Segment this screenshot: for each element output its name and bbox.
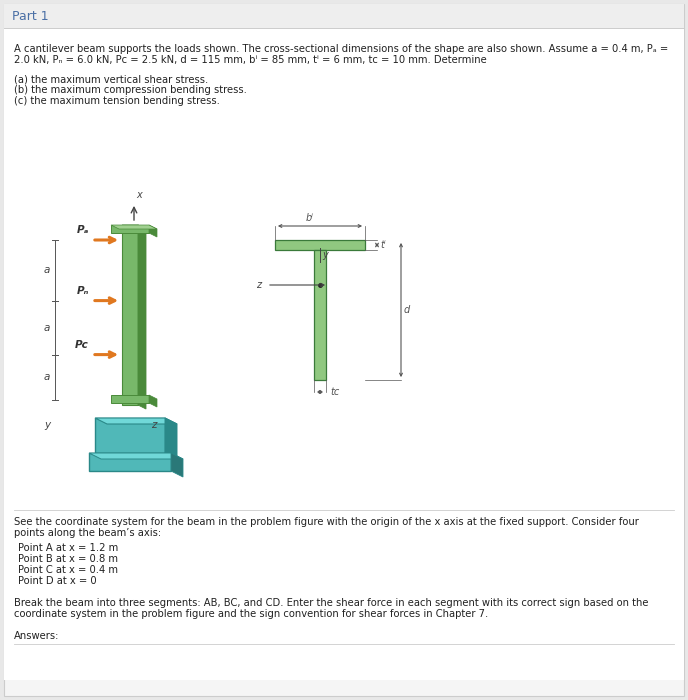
Bar <box>95 418 165 453</box>
Text: Pₐ: Pₐ <box>76 225 89 235</box>
Text: Pᴄ: Pᴄ <box>75 340 89 349</box>
Bar <box>111 225 149 233</box>
Text: coordinate system in the problem figure and the sign convention for shear forces: coordinate system in the problem figure … <box>14 609 488 619</box>
Text: y: y <box>322 250 327 260</box>
Text: Point A at x = 1.2 m: Point A at x = 1.2 m <box>18 543 118 553</box>
Polygon shape <box>111 225 157 229</box>
Polygon shape <box>149 395 157 407</box>
Text: points along the beam’s axis:: points along the beam’s axis: <box>14 528 161 538</box>
Text: tᴄ: tᴄ <box>330 387 339 397</box>
Text: Answers:: Answers: <box>14 631 59 641</box>
Text: (a) the maximum vertical shear stress.: (a) the maximum vertical shear stress. <box>14 74 208 84</box>
Text: 2.0 kN, Pₙ = 6.0 kN, Pᴄ = 2.5 kN, d = 115 mm, bⁱ = 85 mm, tⁱ = 6 mm, tᴄ = 10 mm.: 2.0 kN, Pₙ = 6.0 kN, Pᴄ = 2.5 kN, d = 11… <box>14 55 486 65</box>
Text: Part 1: Part 1 <box>12 10 49 22</box>
Polygon shape <box>122 225 146 229</box>
Text: bⁱ: bⁱ <box>306 213 314 223</box>
Polygon shape <box>165 418 177 459</box>
Text: y: y <box>44 420 50 430</box>
Text: (c) the maximum tension bending stress.: (c) the maximum tension bending stress. <box>14 96 220 106</box>
Text: See the coordinate system for the beam in the problem figure with the origin of : See the coordinate system for the beam i… <box>14 517 639 527</box>
Text: (b) the maximum compression bending stress.: (b) the maximum compression bending stre… <box>14 85 247 95</box>
Text: Point D at x = 0: Point D at x = 0 <box>18 576 96 586</box>
Text: z: z <box>151 420 156 430</box>
Text: a: a <box>43 323 50 332</box>
Text: Break the beam into three segments: AB, BC, and CD. Enter the shear force in eac: Break the beam into three segments: AB, … <box>14 598 649 608</box>
Text: d: d <box>404 305 410 315</box>
Polygon shape <box>138 225 146 409</box>
Polygon shape <box>95 418 177 424</box>
Text: z: z <box>256 280 261 290</box>
Text: a: a <box>43 265 50 275</box>
Text: A cantilever beam supports the loads shown. The cross-sectional dimensions of th: A cantilever beam supports the loads sho… <box>14 44 668 54</box>
Text: Point B at x = 0.8 m: Point B at x = 0.8 m <box>18 554 118 564</box>
Polygon shape <box>89 453 183 459</box>
Polygon shape <box>149 225 157 237</box>
Text: x: x <box>136 190 142 200</box>
Text: tⁱ: tⁱ <box>380 240 386 250</box>
Text: Point C at x = 0.4 m: Point C at x = 0.4 m <box>18 565 118 575</box>
Bar <box>122 225 138 405</box>
Bar <box>89 453 171 471</box>
Polygon shape <box>171 453 183 477</box>
Text: a: a <box>43 372 50 382</box>
Bar <box>4 4 684 28</box>
Bar <box>275 240 365 250</box>
Bar <box>111 395 149 403</box>
Bar <box>314 250 326 380</box>
Text: Pₙ: Pₙ <box>76 286 89 295</box>
